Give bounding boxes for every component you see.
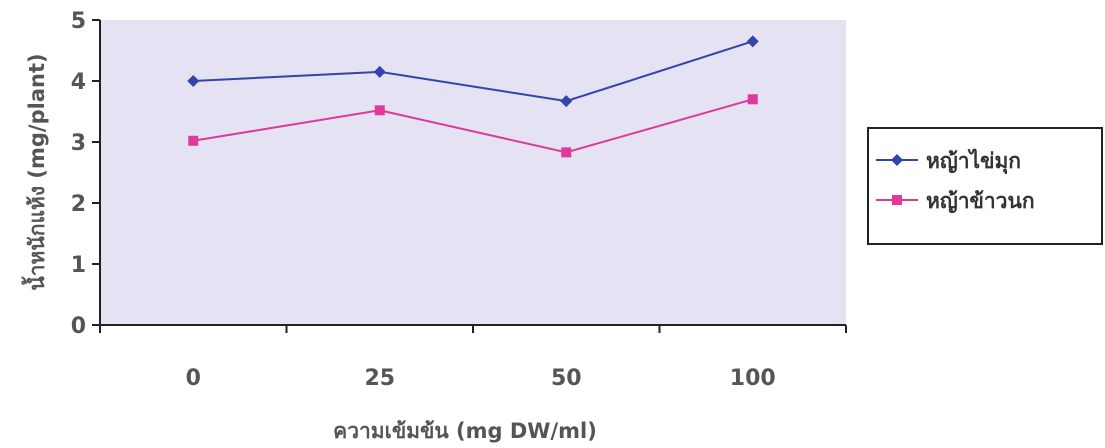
- series-line-1: [193, 40, 754, 103]
- data-point-diamond: [187, 75, 200, 87]
- data-point-square: [374, 105, 385, 116]
- plot-area: [100, 20, 846, 325]
- data-point-diamond: [746, 35, 759, 48]
- legend-marker-square: [892, 195, 902, 205]
- legend-label-series-1: หญ้าไข่มุก: [926, 148, 1021, 175]
- x-tick-label: 25: [364, 366, 395, 391]
- x-tick-label: 50: [551, 366, 582, 391]
- data-point-square: [188, 135, 199, 146]
- data-point-diamond: [560, 95, 573, 108]
- y-axis-title: น้ำหนักแห้ง (mg/plant): [21, 53, 49, 290]
- y-tick-label: 1: [71, 253, 86, 278]
- y-tick-label: 4: [71, 70, 86, 95]
- y-tick-label: 5: [71, 9, 86, 34]
- x-tick-label: 100: [730, 366, 776, 391]
- series-line-2: [193, 98, 754, 154]
- y-tick-label: 2: [71, 192, 86, 217]
- x-axis: 0 25 50 100: [99, 324, 847, 391]
- y-tick-label: 3: [71, 131, 86, 156]
- series-layer: [187, 35, 759, 158]
- y-tick-label: 0: [71, 314, 86, 339]
- data-point-diamond: [373, 65, 386, 78]
- legend-marker-diamond: [891, 154, 903, 166]
- legend-box: [867, 127, 1103, 245]
- x-axis-title: ความเข้มข้น (mg DW/ml): [333, 419, 597, 443]
- data-point-square: [747, 94, 758, 105]
- legend-label-series-2: หญ้าข้าวนก: [926, 189, 1035, 214]
- x-tick-label: 0: [186, 366, 201, 391]
- legend: หญ้าไข่มุก หญ้าข้าวนก: [867, 127, 1103, 245]
- data-point-square: [561, 147, 572, 158]
- y-axis: 0 1 2 3 4 5: [71, 9, 101, 339]
